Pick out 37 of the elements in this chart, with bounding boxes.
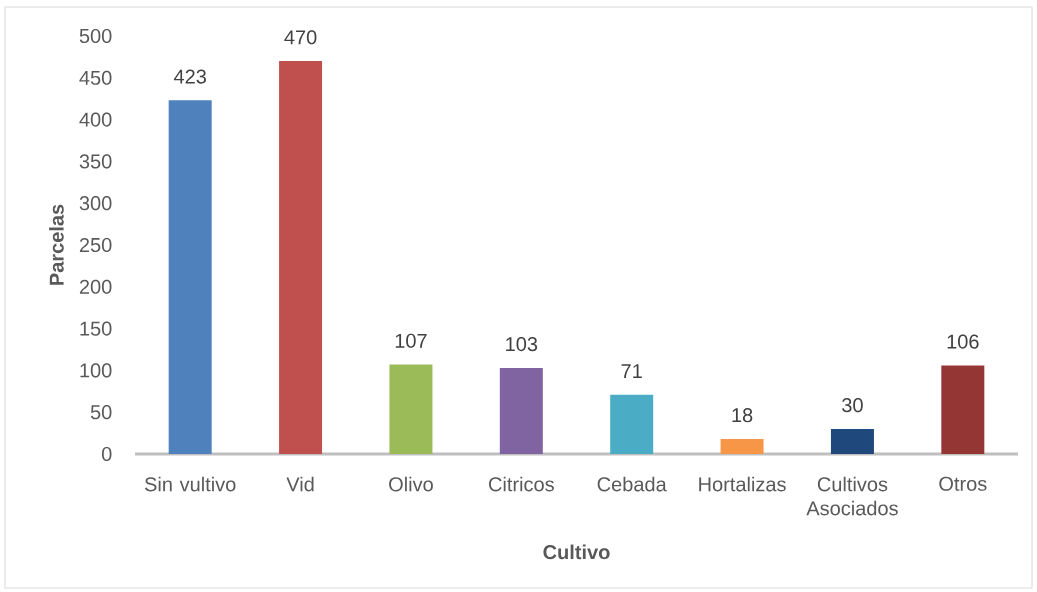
y-tick-label: 50 [90,405,112,420]
x-tick-label: Cebada [597,476,667,492]
y-tick-label: 500 [79,28,112,44]
data-label: 423 [173,69,206,84]
x-tick-label: Cultivos Asociados [806,476,898,516]
y-axis-title: Parcelas [49,204,64,285]
bar [389,364,433,454]
x-tick-label: Sin vultivo [144,476,236,492]
y-tick-label: 150 [80,321,112,336]
y-tick-label: 250 [79,237,112,253]
data-label: 30 [842,398,863,413]
data-label: 106 [947,334,979,349]
y-tick-label: 300 [79,196,112,211]
y-tick-label: 450 [79,70,112,85]
data-label: 71 [621,364,642,378]
data-label: 470 [284,30,317,45]
x-axis-title: Cultivo [543,544,610,560]
bar [941,365,985,454]
data-label: 103 [506,337,538,352]
y-tick-label: 100 [80,363,112,378]
y-tick-label: 200 [79,279,112,294]
data-label: 18 [732,408,753,423]
bar [610,394,654,454]
bar [499,367,543,454]
y-tick-label: 400 [79,112,112,127]
bar [279,61,323,454]
bar [168,100,212,454]
x-tick-label: Olivo [389,476,433,492]
x-tick-label: Hortalizas [699,476,786,492]
bar [830,428,874,454]
x-tick-label: Vid [286,476,314,492]
y-tick-label: 0 [101,446,112,462]
data-label: 107 [395,333,427,348]
bar [720,438,764,454]
x-tick-label: Citricos [489,476,554,492]
x-tick-label: Otros [939,476,987,491]
y-tick-label: 350 [79,154,112,169]
